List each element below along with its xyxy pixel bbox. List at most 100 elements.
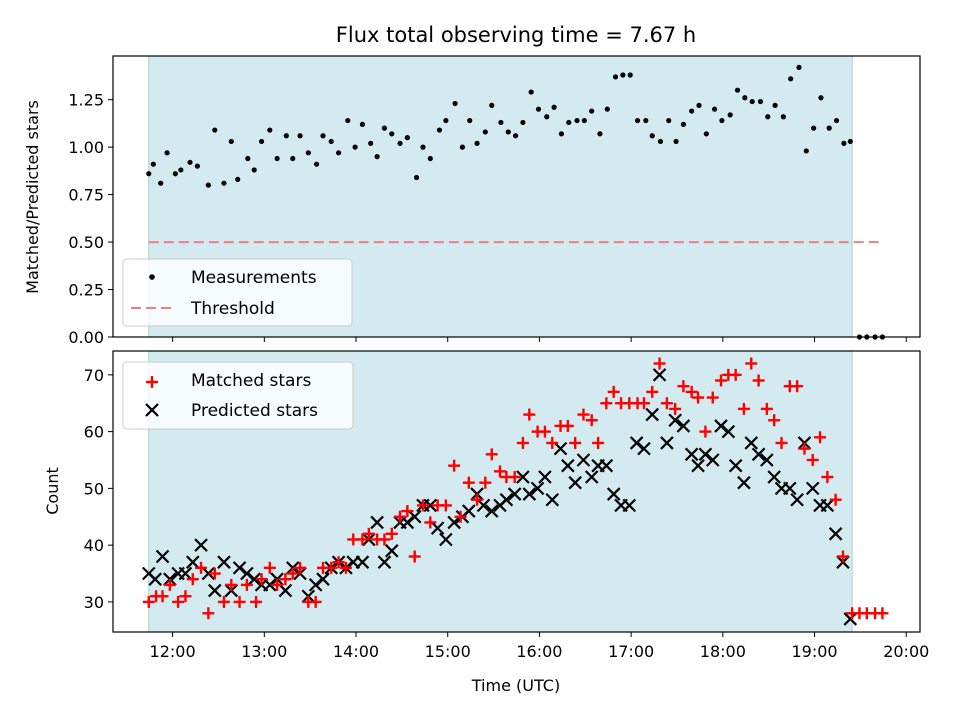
matched-point-96 (876, 607, 889, 620)
measurement-point-52 (544, 114, 550, 120)
predicted-point-48 (507, 487, 522, 501)
predicted-point-53 (545, 492, 560, 507)
bottom-series-predicted (141, 368, 858, 626)
measurement-point-90 (833, 117, 840, 124)
matched-point-9 (208, 567, 221, 580)
measurement-point-8 (205, 182, 211, 188)
bottom-legend: Matched stars Predicted stars (122, 361, 354, 430)
x-tick-label-4: 16:00 (516, 642, 562, 661)
matched-point-83 (775, 436, 788, 449)
measurement-point-64 (634, 117, 641, 124)
measurement-point-92 (847, 138, 853, 145)
matched-point-90 (829, 493, 842, 506)
measurement-point-65 (643, 117, 649, 124)
measurement-point-17 (274, 155, 280, 162)
measurement-point-45 (489, 102, 495, 108)
measurement-point-60 (604, 106, 610, 112)
measurement-point-34 (404, 135, 410, 141)
measurement-point-50 (528, 89, 534, 95)
predicted-point-89 (820, 498, 835, 513)
matched-point-49 (516, 436, 529, 449)
measurement-point-1 (150, 161, 156, 167)
measurement-point-76 (727, 112, 733, 118)
measurement-point-5 (178, 167, 184, 173)
predicted-point-6 (186, 555, 200, 569)
measurement-point-41 (459, 144, 465, 150)
measurement-point-21 (305, 150, 311, 156)
predicted-point-47 (499, 492, 514, 507)
bottom-legend-box (122, 361, 354, 430)
x-tick-label-6: 18:00 (700, 642, 746, 661)
predicted-point-42 (462, 504, 476, 518)
matched-point-86 (798, 442, 811, 455)
predicted-point-38 (430, 521, 445, 535)
matched-point-53 (546, 436, 559, 449)
predicted-point-70 (676, 419, 691, 433)
predicted-point-16 (263, 578, 277, 592)
measurement-point-56 (574, 117, 580, 124)
matched-point-87 (806, 453, 819, 466)
matched-point-7 (195, 561, 208, 574)
predicted-point-66 (645, 407, 660, 422)
measurement-point-72 (696, 102, 702, 108)
matched-point-19 (286, 567, 299, 580)
matched-point-22 (309, 595, 322, 608)
top-y-tick-label-1: 0.25 (68, 281, 104, 300)
measurement-point-89 (826, 125, 832, 131)
x-tick-label-0: 12:00 (150, 642, 196, 661)
measurement-point-35 (413, 174, 420, 181)
predicted-point-28 (355, 555, 370, 569)
predicted-point-63 (622, 498, 637, 513)
measurement-point-16 (267, 127, 273, 133)
predicted-point-37 (423, 498, 438, 513)
measurement-point-40 (452, 100, 458, 107)
predicted-point-78 (737, 475, 751, 490)
measurement-point-27 (352, 144, 358, 150)
measurement-point-82 (772, 102, 778, 108)
measurement-point-22 (313, 161, 320, 167)
matched-point-45 (485, 448, 498, 461)
predicted-point-81 (760, 453, 774, 467)
x-tick-label-5: 17:00 (608, 642, 654, 661)
measurement-point-85 (796, 64, 802, 70)
matched-point-0 (142, 595, 155, 608)
measurement-point-11 (228, 138, 234, 145)
bottom-series-matched (142, 357, 889, 620)
matched-point-33 (394, 510, 407, 523)
matched-point-24 (325, 561, 338, 574)
measurement-point-88 (818, 95, 824, 101)
matched-point-50 (523, 408, 536, 421)
matched-point-91 (836, 550, 849, 563)
matched-point-61 (607, 385, 620, 398)
x-tick-label-3: 15:00 (425, 642, 471, 661)
bottom-y-axis-label: Count (43, 467, 62, 515)
measurement-point-79 (749, 98, 755, 105)
x-tick-label-2: 14:00 (333, 642, 379, 661)
measurement-point-59 (597, 131, 603, 137)
predicted-point-52 (538, 470, 552, 484)
measurement-point-38 (436, 127, 443, 133)
matched-point-68 (660, 397, 673, 410)
predicted-point-10 (217, 555, 231, 569)
measurement-point-84 (788, 76, 794, 82)
predicted-point-40 (447, 515, 461, 530)
matched-point-25 (332, 556, 345, 569)
predicted-point-5 (178, 566, 193, 581)
matched-point-56 (569, 436, 582, 449)
matched-point-37 (424, 516, 437, 529)
measurement-point-6 (187, 159, 193, 165)
legend-label-threshold: Threshold (190, 299, 275, 319)
measurement-point-77 (734, 87, 741, 93)
top-legend: Measurements Threshold (122, 258, 353, 327)
predicted-point-31 (377, 555, 392, 569)
measurement-point-54 (558, 131, 565, 137)
matched-point-73 (699, 425, 712, 438)
predicted-point-76 (721, 424, 736, 439)
matched-point-31 (378, 533, 391, 546)
legend-marker-predicted (145, 403, 159, 417)
predicted-point-79 (744, 436, 759, 450)
predicted-point-1 (148, 572, 162, 586)
matched-point-67 (653, 357, 666, 370)
measurement-point-30 (374, 154, 380, 160)
